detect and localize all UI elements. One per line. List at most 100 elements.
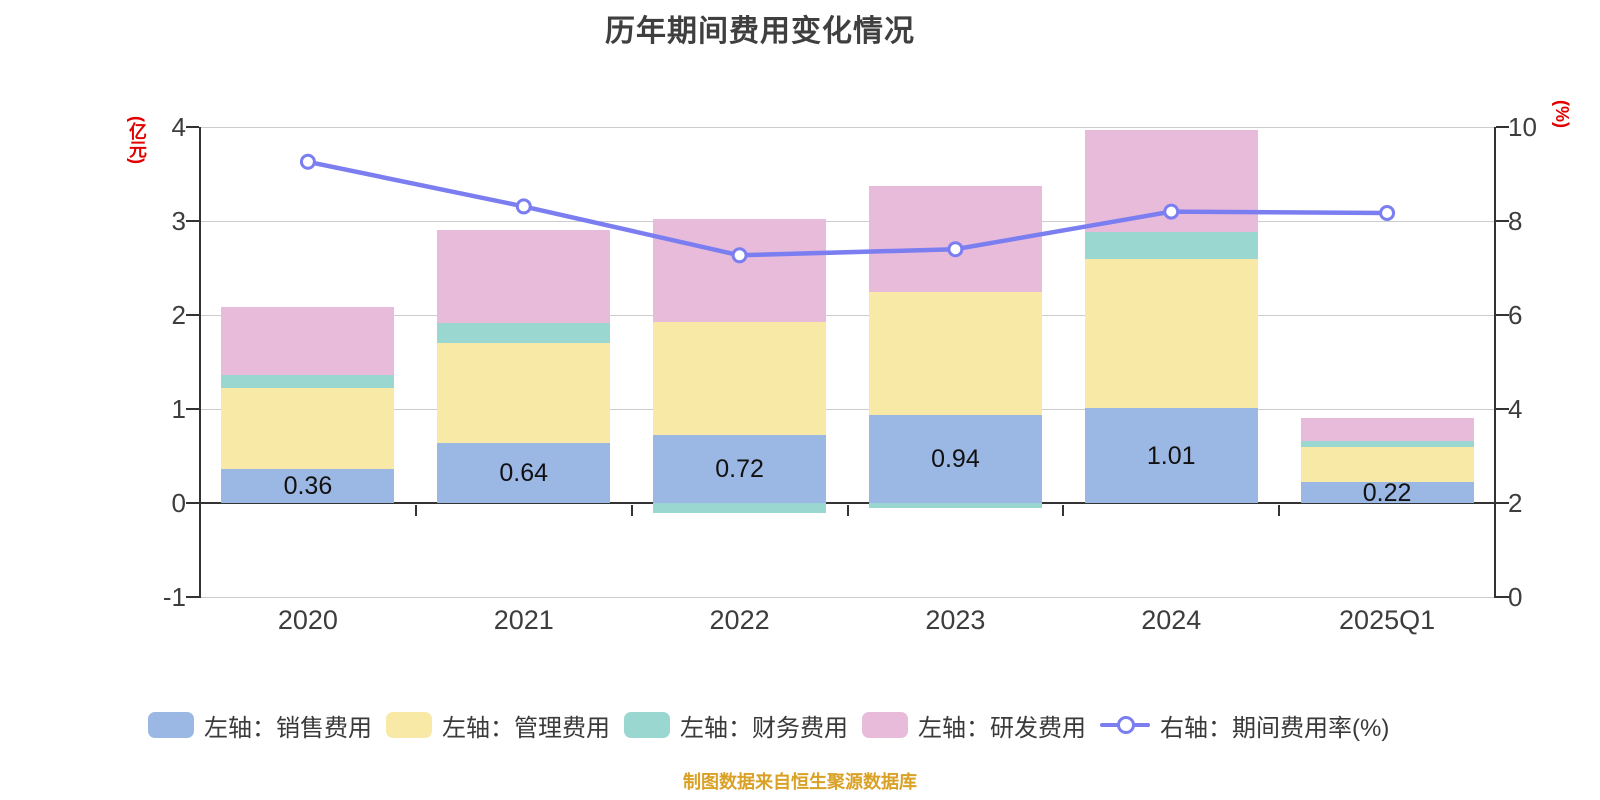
bar-segment	[221, 375, 395, 389]
left-axis-tick	[186, 220, 199, 222]
bar-segment	[1300, 418, 1474, 441]
x-axis-category-label: 2021	[493, 605, 554, 635]
bar-value-label: 0.64	[499, 458, 549, 487]
bar-value-label: 1.01	[1146, 441, 1196, 470]
right-axis-tick	[1496, 596, 1509, 598]
right-axis-tick-label: 10	[1508, 112, 1537, 142]
legend: 左轴：销售费用 左轴：管理费用 左轴：财务费用 左轴：研发费用 右轴：期间费用率(%)	[148, 708, 1389, 743]
bar-segment	[437, 323, 611, 344]
bar-segment	[437, 230, 611, 324]
legend-label: 左轴：研发费用	[918, 714, 1086, 742]
y-axis-tick-label: 1	[171, 394, 186, 424]
bar-segment	[868, 292, 1042, 415]
bar-segment	[1300, 446, 1474, 483]
bar-segment	[653, 503, 827, 514]
legend-label: 左轴：管理费用	[442, 714, 610, 742]
rate-line	[307, 159, 1388, 258]
legend-item-bar-2[interactable]: 左轴：财务费用	[624, 708, 848, 743]
line-marker	[1379, 205, 1396, 222]
bar-segment	[221, 307, 395, 376]
legend-item-bar-0[interactable]: 左轴：销售费用	[148, 708, 372, 743]
bar-segment	[1084, 232, 1258, 259]
bar-value-label: 0.22	[1362, 478, 1412, 507]
gridline	[200, 597, 1495, 598]
legend-swatch	[624, 712, 670, 738]
right-axis-tick	[1496, 126, 1509, 128]
line-marker	[515, 198, 532, 215]
line-marker	[947, 241, 964, 258]
bar-value-label: 0.94	[931, 444, 980, 473]
line-marker	[1163, 203, 1180, 220]
x-axis-line	[200, 502, 1495, 504]
bar-segment	[653, 435, 827, 503]
bar-segment	[437, 442, 611, 503]
line-marker	[299, 153, 316, 170]
x-axis-tick	[199, 505, 201, 516]
legend-item-bar-1[interactable]: 左轴：管理费用	[386, 708, 610, 743]
right-axis-tick-label: 2	[1508, 488, 1523, 518]
bar-segment	[1300, 482, 1474, 503]
y-axis-tick-label: -1	[162, 582, 186, 612]
bar-segment	[653, 219, 827, 322]
gridline	[200, 127, 1495, 128]
left-axis-tick	[186, 314, 199, 316]
right-axis-title: (%)	[1552, 100, 1572, 128]
bar-segment	[221, 469, 395, 503]
legend-swatch	[148, 712, 194, 738]
right-axis-tick-label: 8	[1508, 206, 1523, 236]
right-axis-tick-label: 6	[1508, 300, 1523, 330]
bar-segment	[868, 503, 1042, 508]
x-axis-category-label: 2020	[277, 605, 338, 635]
y-axis-tick-label: 4	[171, 112, 186, 142]
x-axis-category-label: 2022	[709, 605, 770, 635]
right-axis-tick	[1496, 408, 1509, 410]
legend-item-bar-3[interactable]: 左轴：研发费用	[862, 708, 1086, 743]
gridline	[200, 221, 1495, 222]
x-axis-tick	[1062, 505, 1065, 516]
right-axis-tick	[1496, 314, 1509, 316]
bar-segment	[653, 321, 827, 436]
bar-segment	[868, 414, 1042, 503]
legend-label: 左轴：财务费用	[680, 714, 848, 742]
left-axis-tick	[186, 596, 199, 598]
left-axis-tick	[186, 408, 199, 410]
left-axis-line	[199, 127, 201, 598]
right-axis-line	[1494, 127, 1496, 598]
left-axis-tick	[186, 502, 199, 504]
bar-value-label: 0.72	[715, 455, 764, 484]
bar-segment	[1084, 408, 1258, 503]
bar-segment	[221, 388, 395, 470]
x-axis-category-label: 2023	[925, 605, 986, 635]
legend-label: 左轴：销售费用	[204, 714, 372, 742]
legend-swatch	[386, 712, 432, 738]
y-axis-tick-label: 3	[171, 206, 186, 236]
right-axis-tick	[1496, 220, 1509, 222]
y-axis-tick-label: 0	[171, 488, 186, 518]
x-axis-tick	[846, 505, 849, 516]
gridline	[200, 409, 1495, 410]
line-marker	[731, 247, 748, 264]
left-axis-title: (亿元)	[127, 116, 147, 164]
x-axis-category-label: 2025Q1	[1339, 605, 1436, 635]
legend-label: 右轴：期间费用率(%)	[1160, 714, 1390, 742]
right-axis-tick-label: 0	[1508, 582, 1523, 612]
x-axis-tick	[414, 505, 417, 516]
gridline	[200, 315, 1495, 316]
y-axis-tick-label: 2	[171, 300, 186, 330]
line-legend-marker-icon	[1100, 716, 1150, 734]
bar-value-label: 0.36	[283, 472, 333, 501]
x-axis-tick	[1278, 505, 1281, 516]
legend-swatch	[862, 712, 908, 738]
data-source-note: 制图数据来自恒生聚源数据库	[683, 772, 917, 792]
bar-segment	[437, 343, 611, 443]
chart-title: 历年期间费用变化情况	[605, 15, 915, 48]
x-axis-tick	[1494, 505, 1496, 516]
right-axis-tick	[1496, 502, 1509, 504]
bar-segment	[1084, 258, 1258, 409]
left-axis-tick	[186, 126, 199, 128]
rate-line-series	[299, 153, 1396, 264]
legend-item-rate-line[interactable]: 右轴：期间费用率(%)	[1100, 708, 1389, 743]
bar-segment	[1300, 440, 1474, 447]
x-axis-tick	[630, 505, 633, 516]
